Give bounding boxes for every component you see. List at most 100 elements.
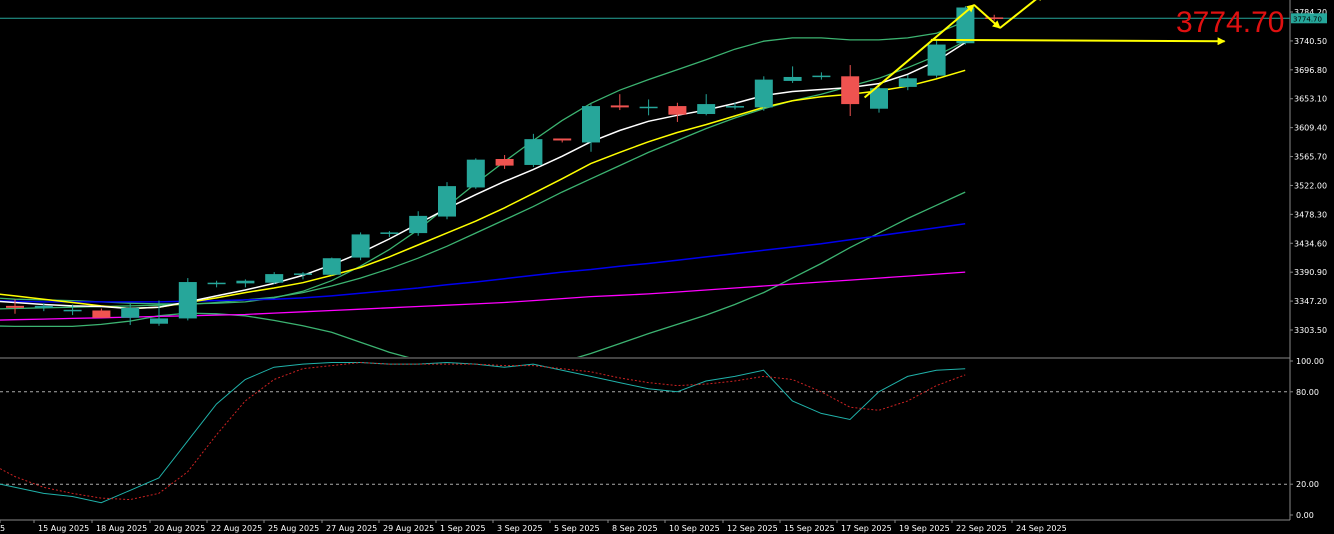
stoch-tick-label: 80.00 [1296,388,1319,397]
candle [754,76,773,111]
candle [178,278,197,321]
candle-body [438,186,456,217]
candle [466,158,485,189]
candle [639,99,658,116]
candle-body [985,17,1004,19]
price-tag-box [1291,13,1327,24]
candle-body [322,258,341,275]
candle [409,211,428,236]
indicator-bb-middle [0,40,966,310]
candle [610,94,629,111]
candle [6,299,24,314]
candle-body [927,44,946,76]
price-tick-label: 3434.60 [1294,239,1327,248]
candle [841,65,860,116]
candle-body [92,310,111,318]
candle-body [495,158,514,166]
time-tick-label: 29 Aug 2025 [383,524,434,533]
candle-body [841,76,860,105]
candle-body [265,274,284,283]
candles-layer[interactable] [6,6,1004,326]
candle-body [553,138,572,141]
candle [927,39,946,78]
candle [898,74,917,91]
stochastic-panel: 100.00 80.00 20.00 0.00 [0,357,1324,520]
candle [265,272,284,285]
time-tick-label: 10 Sep 2025 [669,524,720,533]
candle [294,272,312,280]
candle-body [351,234,370,258]
annotation-arrows [863,0,1226,99]
stoch-tick-label: 0.00 [1296,511,1314,520]
time-tick-label: 27 Aug 2025 [326,524,377,533]
time-tick-label: 1 Sep 2025 [440,524,486,533]
candle-body [812,75,831,78]
candle-body [610,105,629,108]
price-tick-label: 3565.70 [1294,153,1327,162]
candle-body [582,106,600,143]
time-tick-label: 24 Sep 2025 [1016,524,1067,533]
annotation-arrow [973,4,1001,29]
stoch-tick-label: 20.00 [1296,480,1319,489]
candle [553,138,572,143]
time-axis: 5 15 Aug 2025 18 Aug 2025 20 Aug 2025 22 Aug… [0,520,1067,533]
candle [322,257,341,276]
candle-body [150,318,168,324]
time-tick-label: 25 Aug 2025 [268,524,319,533]
candle [438,182,456,220]
time-tick-label: 5 [0,524,5,533]
candle [207,280,226,288]
time-tick-label: 22 Sep 2025 [956,524,1007,533]
candle [351,232,370,261]
candle-body [409,215,428,234]
candle [63,304,82,316]
time-tick-label: 12 Sep 2025 [727,524,778,533]
candle [582,104,600,152]
time-tick-label: 3 Sep 2025 [497,524,543,533]
candle [495,155,514,169]
indicator-ma-blue [0,223,966,303]
price-tag-label: 3774.70 [1293,15,1322,23]
price-tick-label: 3653.10 [1294,95,1327,104]
time-tick-label: 15 Sep 2025 [784,524,835,533]
price-tick-label: 3478.30 [1294,210,1327,219]
time-tick-label: 18 Aug 2025 [96,524,147,533]
price-tick-label: 3784.20 [1294,8,1327,17]
current-price-label: 3774.70 [1176,6,1284,39]
candle [783,66,802,83]
candle-body [726,106,744,108]
stoch-signal-line [0,361,966,501]
annotation-arrow [930,37,1226,46]
price-tick-label: 3347.20 [1294,297,1327,306]
time-tick-label: 5 Sep 2025 [554,524,600,533]
candle [150,300,168,326]
candle [668,102,687,122]
candle [380,231,399,238]
price-tick-label: 3609.40 [1294,124,1327,133]
candle [236,279,255,288]
grid-layer [0,0,1291,521]
candle [697,94,716,116]
indicator-bb-lower [0,191,966,357]
candle-body [207,282,226,285]
price-tick-label: 3696.80 [1294,66,1327,75]
candle-body [63,309,82,312]
annotation-arrow [999,0,1044,29]
time-tick-label: 19 Sep 2025 [899,524,950,533]
time-tick-label: 20 Aug 2025 [154,524,205,533]
price-axis: 3784.20 3740.50 3696.80 3653.10 3609.40 3565.… [1290,8,1327,335]
candle-body [236,280,255,284]
time-tick-label: 15 Aug 2025 [38,524,89,533]
candle-body [898,78,917,87]
price-tick-label: 3740.50 [1294,37,1327,46]
stoch-tick-label: 100.00 [1296,357,1324,366]
indicator-ma-magenta [0,271,966,321]
time-tick-label: 22 Aug 2025 [211,524,262,533]
candle-body [524,139,543,165]
candle-body [380,232,399,234]
candle [812,72,831,80]
price-tick-label: 3303.50 [1294,326,1327,335]
stoch-main-line [0,361,966,504]
